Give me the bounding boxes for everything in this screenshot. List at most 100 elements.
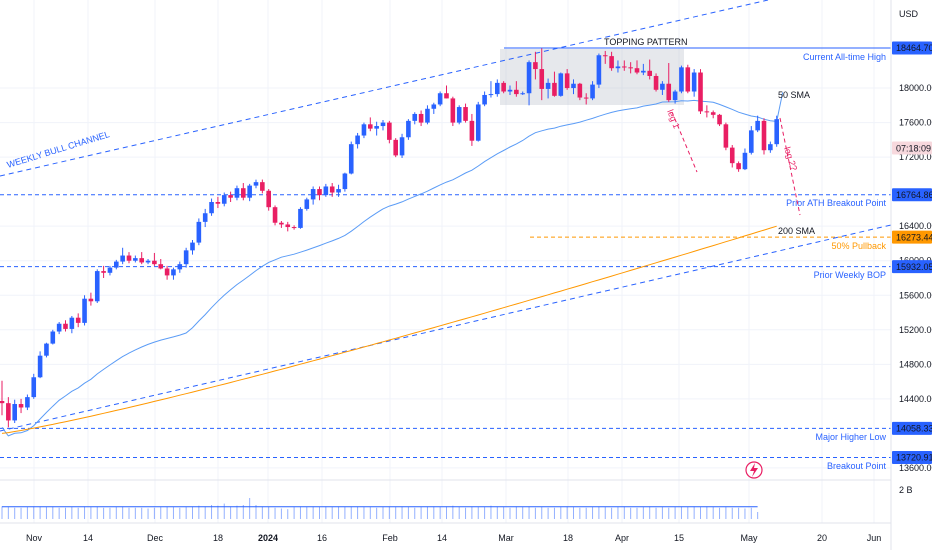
price-tick-label: 14400.00 [899,394,932,404]
candle-body [634,68,640,73]
volume-bar [179,507,181,519]
volume-bar [674,507,676,519]
candle-body [393,139,398,156]
candle-body [742,152,748,170]
candle-body [647,70,652,76]
volume-bar [649,506,651,519]
candle-body [368,124,373,129]
candle-body [761,120,767,151]
time-axis[interactable]: Nov 14 Dec 18 2024 16 Feb 14 Mar 18 Apr 15 May 20 Jun [26,533,881,543]
candle-body [615,66,621,69]
volume-bar [376,507,378,519]
volume-bar [217,505,219,519]
time-tick-label: 14 [437,533,447,543]
candle-body [463,107,468,121]
candle-body [266,190,271,208]
price-axis[interactable]: 18000.0017600.0017200.0016400.0016000.00… [899,83,932,473]
volume-bar [668,507,670,519]
candle-body [31,377,37,398]
volume-bar [39,506,41,519]
volume-bar [553,507,555,519]
candle-body [622,66,627,68]
time-tick-label: Mar [498,533,514,543]
candle-body [406,120,411,138]
volume-bar [344,507,346,519]
candle-body [431,104,437,109]
price-level-tags: 18464.70 07:18:09 16764.86 16273.44 15932.05… [892,41,932,464]
time-tick-label: 15 [674,533,684,543]
price-level-tag-text: 18464.70 [896,43,932,53]
volume-bar [661,507,663,519]
candle-body [628,67,633,69]
lightning-icon[interactable] [745,461,763,479]
volume-bar [414,507,416,519]
candle-body [152,260,157,265]
candle-body [577,83,583,98]
candle-body [279,222,284,225]
candle-body [291,227,297,229]
volume-bar [249,498,251,519]
candle-body [0,401,5,404]
candle-body [698,72,703,112]
candle-body [425,108,430,123]
candle-body [323,186,329,196]
volume-bar [293,507,295,519]
price-tick-label: 15200.00 [899,325,932,335]
volume-bar [687,507,689,519]
candle-body [526,62,532,94]
volume-bar [45,507,47,519]
volume-bar [33,506,35,519]
volume-bar [458,507,460,519]
breakout-point-label: Breakout Point [827,461,887,471]
volume-bar [306,507,308,519]
volume-bar [515,506,517,519]
volume-bar [153,507,155,519]
candle-body [209,202,214,214]
candle-body [641,70,646,73]
candle-body [183,250,189,265]
price-level-tag [892,450,932,464]
leg1-arrow [671,111,698,173]
candle-body [736,163,741,170]
volume-bar [490,505,492,519]
candle-body [215,202,221,204]
volume-bar [388,506,390,519]
candle-body [126,255,132,261]
candle-body [241,188,246,198]
candle-body [412,113,418,121]
volume-bar [198,505,200,519]
candle-body [310,189,316,200]
volume-bar [65,507,66,519]
candle-body [539,69,545,89]
candle-body [583,97,589,99]
volume-bar [750,507,752,519]
volume-bar [420,507,422,519]
time-tick-label: Nov [26,533,43,543]
candle-body [304,199,310,209]
volume-bar [312,506,314,519]
volume-bar [369,507,371,519]
volume-bar [109,507,111,519]
sma50-label: 50 SMA [778,90,810,100]
volume-bar [719,507,721,519]
volume-bar [566,506,568,519]
candle-body [469,120,475,141]
candle-body [571,83,576,89]
price-level-tag [892,41,932,55]
volume-bar [706,506,708,519]
candle-body [336,189,341,193]
volume-bar [642,507,644,519]
candle-body [101,271,106,273]
volume-bar [325,506,327,519]
volume-bar [299,506,301,519]
candlesticks [0,48,779,428]
volume-bar [211,505,213,519]
volume-bar [731,507,733,519]
candle-body [37,355,43,378]
candle-body [418,113,424,123]
candle-body [196,221,202,243]
candle-body [399,137,405,156]
candle-body [139,258,144,263]
volume-bar [382,507,384,519]
